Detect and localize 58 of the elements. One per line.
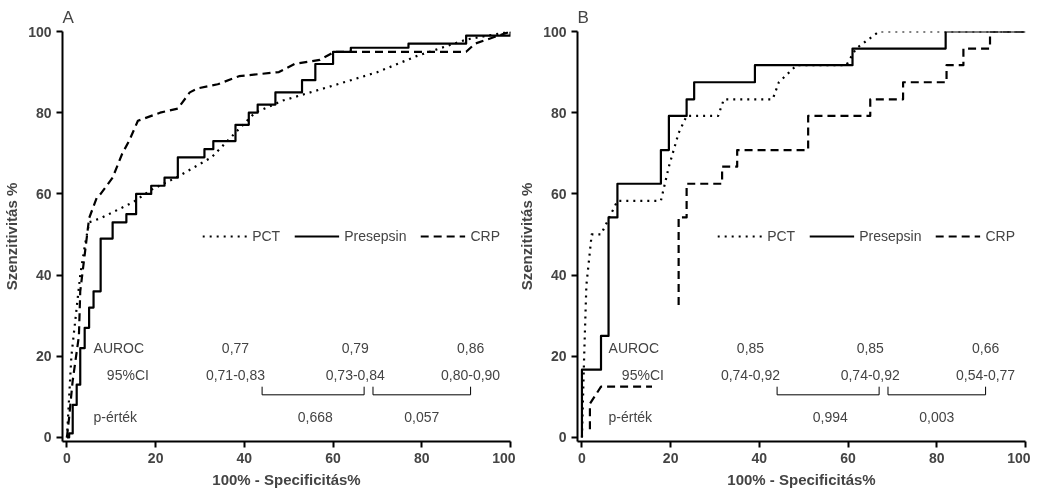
annotation: 95%CI: [621, 366, 664, 383]
x-tick-label: 60: [840, 449, 857, 466]
annotation: 0,66: [971, 340, 1000, 357]
x-tick-label: 40: [236, 449, 253, 466]
legend-label: CRP: [985, 228, 1015, 244]
y-tick-label: 0: [558, 429, 567, 446]
y-tick-label: 80: [550, 104, 567, 121]
annotation: p-érték: [608, 409, 654, 426]
annotation: 0,994: [812, 409, 849, 426]
x-tick-label: 100: [1007, 449, 1031, 466]
legend-label: Presepsin: [859, 228, 922, 244]
chart-title: B: [577, 7, 589, 27]
annotation: 0,80-0,90: [441, 366, 501, 383]
legend-label: PCT: [767, 228, 796, 244]
y-tick-label: 40: [35, 267, 52, 284]
x-tick-label: 80: [414, 449, 430, 466]
y-tick-label: 80: [35, 104, 52, 121]
legend-label: CRP: [470, 228, 500, 244]
annotation: 0,003: [919, 409, 955, 426]
legend-label: Presepsin: [344, 228, 407, 244]
annotation: AUROC: [608, 340, 660, 357]
annotation: 0,74-0,92: [840, 366, 901, 383]
y-tick-label: 40: [550, 267, 567, 284]
x-tick-label: 20: [147, 449, 164, 466]
y-tick-label: 100: [28, 23, 52, 40]
chart-title: A: [62, 7, 75, 27]
y-tick-label: 100: [543, 23, 567, 40]
y-axis-title: Szenzitivitás %: [3, 182, 21, 291]
x-tick-label: 0: [63, 449, 72, 466]
annotation: 0,85: [856, 340, 885, 357]
x-tick-label: 80: [929, 449, 945, 466]
x-axis-title: 100% - Specificitás%: [727, 470, 876, 488]
annotation: AUROC: [93, 340, 145, 357]
x-tick-label: 0: [578, 449, 587, 466]
y-tick-label: 0: [43, 429, 52, 446]
annotation: 0,86: [456, 340, 485, 357]
x-axis-title: 100% - Specificitás%: [212, 470, 361, 488]
annotation: 0,73-0,84: [325, 366, 386, 383]
y-tick-label: 60: [35, 185, 52, 202]
annotation: 95%CI: [106, 366, 149, 383]
annotation: 0,057: [404, 409, 440, 426]
x-tick-label: 100: [492, 449, 516, 466]
y-tick-label: 60: [550, 185, 567, 202]
y-tick-label: 20: [35, 348, 52, 365]
annotation: 0,79: [341, 340, 370, 357]
annotation: 0,54-0,77: [956, 366, 1016, 383]
annotation: 0,85: [736, 340, 765, 357]
annotation: 0,74-0,92: [720, 366, 781, 383]
x-tick-label: 40: [751, 449, 768, 466]
x-tick-label: 60: [325, 449, 342, 466]
y-axis-title: Szenzitivitás %: [518, 182, 536, 291]
annotation: p-érték: [93, 409, 139, 426]
x-tick-label: 20: [662, 449, 679, 466]
annotation: 0,668: [297, 409, 334, 426]
annotation: 0,71-0,83: [205, 366, 266, 383]
annotation: 0,77: [221, 340, 250, 357]
legend-label: PCT: [252, 228, 281, 244]
y-tick-label: 20: [550, 348, 567, 365]
